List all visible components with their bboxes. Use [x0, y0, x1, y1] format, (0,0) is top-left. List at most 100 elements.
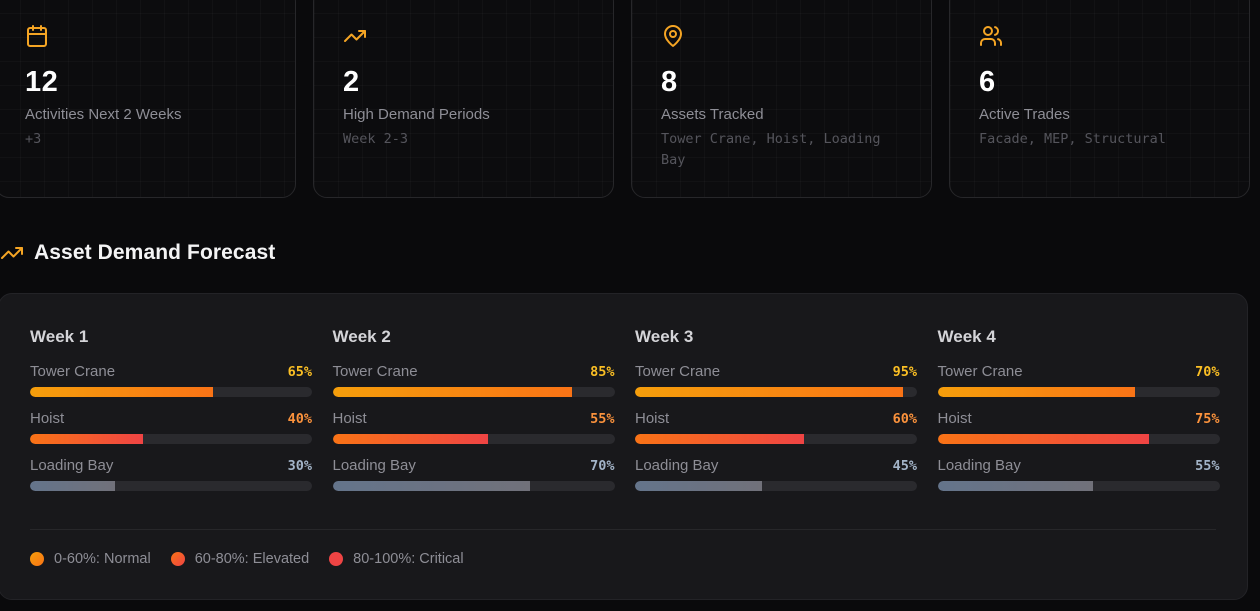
legend-dot-icon [30, 552, 44, 566]
asset-name: Tower Crane [635, 363, 721, 380]
asset-percentage: 45% [892, 458, 917, 474]
asset-row-tower-crane: Tower Crane 65% [30, 363, 312, 397]
progress-fill [937, 434, 1149, 444]
progress-track [635, 387, 917, 397]
progress-track [635, 434, 917, 444]
asset-row-tower-crane: Tower Crane 95% [635, 363, 917, 397]
asset-percentage: 60% [892, 411, 917, 427]
progress-track [30, 481, 312, 491]
asset-row-tower-crane: Tower Crane 85% [332, 363, 615, 397]
legend: 0-60%: Normal 60-80%: Elevated 80-100%: … [30, 551, 464, 567]
week-column-3: Week 3 Tower Crane 95% Hoist 60% [635, 326, 917, 504]
legend-dot-icon [329, 552, 344, 566]
progress-track [635, 481, 917, 491]
asset-row-hoist: Hoist 75% [937, 410, 1220, 444]
week-column-2: Week 2 Tower Crane 85% Hoist 55% [332, 326, 615, 504]
map-pin-icon [661, 24, 685, 48]
asset-percentage: 65% [287, 364, 312, 380]
stat-subtext: +3 [25, 131, 42, 147]
stat-value: 2 [343, 66, 360, 98]
week-column-1: Week 1 Tower Crane 65% Hoist 40% [30, 326, 312, 504]
asset-percentage: 95% [892, 364, 917, 380]
progress-fill [30, 387, 214, 397]
stat-label: Assets Tracked [661, 106, 764, 123]
asset-row-hoist: Hoist 55% [332, 410, 615, 444]
progress-fill [332, 481, 530, 491]
asset-row-loading-bay: Loading Bay 55% [937, 457, 1220, 491]
section-heading: Asset Demand Forecast [0, 241, 275, 265]
progress-fill [332, 387, 573, 397]
legend-label: 60-80%: Elevated [194, 551, 310, 567]
asset-row-loading-bay: Loading Bay 30% [30, 457, 312, 491]
legend-label: 0-60%: Normal [54, 551, 151, 567]
asset-demand-forecast-panel: Week 1 Tower Crane 65% Hoist 40% [0, 293, 1248, 600]
users-icon [979, 24, 1003, 48]
asset-percentage: 55% [1195, 458, 1220, 474]
progress-fill [30, 481, 115, 491]
section-title: Asset Demand Forecast [34, 241, 276, 264]
week-title: Week 2 [332, 327, 391, 346]
stat-card-activities: 12 Activities Next 2 Weeks +3 [0, 0, 296, 198]
week-title: Week 3 [635, 327, 694, 346]
progress-fill [635, 434, 805, 444]
asset-row-hoist: Hoist 60% [635, 410, 917, 444]
progress-fill [937, 387, 1135, 397]
asset-percentage: 30% [287, 458, 312, 474]
asset-name: Hoist [332, 410, 367, 427]
asset-percentage: 75% [1195, 411, 1220, 427]
stat-value: 12 [25, 66, 59, 98]
progress-fill [635, 387, 903, 397]
stat-card-assets: 8 Assets Tracked Tower Crane, Hoist, Loa… [631, 0, 932, 198]
week-column-4: Week 4 Tower Crane 70% Hoist 75% [937, 326, 1220, 504]
asset-name: Hoist [635, 410, 670, 427]
stat-label: Active Trades [979, 106, 1070, 123]
progress-track [30, 434, 312, 444]
asset-percentage: 40% [287, 411, 312, 427]
stat-label: High Demand Periods [343, 106, 490, 123]
trending-up-icon [0, 241, 24, 265]
progress-fill [30, 434, 143, 444]
stat-subtext: Week 2-3 [343, 131, 409, 147]
asset-name: Loading Bay [937, 457, 1021, 474]
stat-subtext: Tower Crane, Hoist, Loading Bay [661, 131, 881, 168]
legend-item-critical: 80-100%: Critical [329, 551, 464, 567]
stat-card-high-demand: 2 High Demand Periods Week 2-3 [313, 0, 614, 198]
trending-up-icon [343, 24, 367, 48]
week-columns: Week 1 Tower Crane 65% Hoist 40% [30, 326, 1220, 504]
progress-fill [332, 434, 488, 444]
progress-fill [635, 481, 762, 491]
legend-item-elevated: 60-80%: Elevated [170, 551, 310, 567]
asset-percentage: 55% [590, 411, 615, 427]
stat-value: 6 [979, 66, 996, 98]
progress-track [332, 387, 615, 397]
progress-track [332, 434, 615, 444]
calendar-icon [25, 24, 49, 48]
asset-name: Hoist [937, 410, 972, 427]
stat-subtext: Facade, MEP, Structural [979, 131, 1166, 147]
stat-cards: 12 Activities Next 2 Weeks +3 2 High Dem… [0, 0, 1250, 198]
asset-percentage: 85% [590, 364, 615, 380]
asset-name: Tower Crane [30, 363, 116, 380]
legend-dot-icon [170, 552, 185, 566]
asset-row-loading-bay: Loading Bay 45% [635, 457, 917, 491]
asset-percentage: 70% [590, 458, 615, 474]
divider [30, 529, 1216, 530]
week-title: Week 4 [937, 327, 996, 346]
progress-track [30, 387, 312, 397]
progress-track [937, 481, 1220, 491]
legend-item-normal: 0-60%: Normal [30, 551, 151, 567]
asset-name: Hoist [30, 410, 65, 427]
asset-name: Tower Crane [332, 363, 418, 380]
asset-row-loading-bay: Loading Bay 70% [332, 457, 615, 491]
asset-percentage: 70% [1195, 364, 1220, 380]
stat-value: 8 [661, 66, 678, 98]
progress-track [332, 481, 615, 491]
asset-name: Loading Bay [635, 457, 719, 474]
asset-row-tower-crane: Tower Crane 70% [937, 363, 1220, 397]
progress-track [937, 434, 1220, 444]
week-title: Week 1 [30, 327, 89, 346]
stat-card-trades: 6 Active Trades Facade, MEP, Structural [949, 0, 1250, 198]
asset-name: Loading Bay [332, 457, 416, 474]
asset-name: Tower Crane [937, 363, 1023, 380]
